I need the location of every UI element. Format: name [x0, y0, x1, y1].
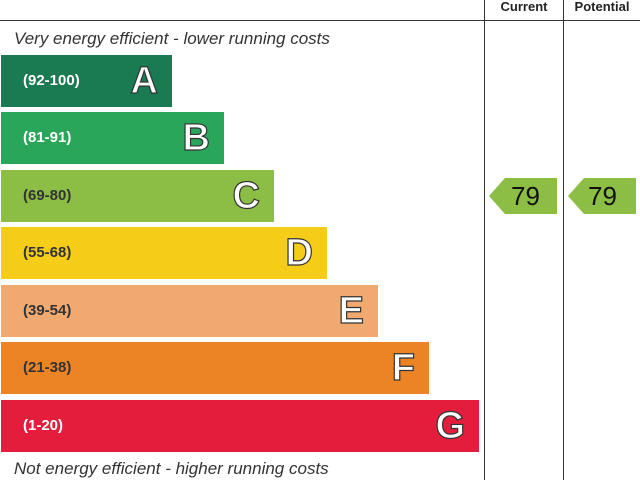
current-arrow-shape	[489, 178, 557, 214]
chart-divider	[484, 0, 485, 480]
band-letter: C	[232, 174, 261, 217]
current-rating-value: 79	[511, 181, 540, 211]
potential-rating-value: 79	[588, 181, 617, 211]
band-c: (69-80) C	[1, 170, 274, 222]
band-b: (81-91) B	[1, 112, 224, 164]
band-letter: D	[285, 231, 314, 274]
band-range-label: (69-80)	[23, 187, 72, 204]
band-range-label: (92-100)	[23, 72, 80, 89]
current-rating-arrow: 79	[489, 178, 557, 214]
column-divider	[563, 0, 564, 480]
band-range-label: (1-20)	[23, 417, 64, 434]
band-letter: A	[130, 59, 159, 102]
band-e: (39-54) E	[1, 285, 378, 337]
band-range-label: (81-91)	[23, 129, 72, 146]
bottom-caption: Not energy efficient - higher running co…	[14, 459, 329, 478]
potential-rating-arrow: 79	[568, 178, 636, 214]
band-f: (21-38) F	[1, 342, 429, 394]
current-header: Current	[500, 0, 548, 14]
band-d: (55-68) D	[1, 227, 327, 279]
potential-arrow-shape	[568, 178, 636, 214]
band-range-label: (21-38)	[23, 359, 72, 376]
header-divider	[0, 20, 640, 21]
band-a: (92-100) A	[1, 55, 172, 107]
band-letter: B	[182, 116, 211, 159]
band-range-label: (39-54)	[23, 302, 72, 319]
band-letter: E	[338, 289, 365, 332]
top-caption: Very energy efficient - lower running co…	[14, 29, 330, 48]
band-letter: F	[391, 346, 415, 389]
band-range-label: (55-68)	[23, 244, 72, 261]
band-g: (1-20) G	[1, 400, 479, 452]
potential-header: Potential	[574, 0, 630, 14]
band-letter: G	[435, 404, 466, 447]
